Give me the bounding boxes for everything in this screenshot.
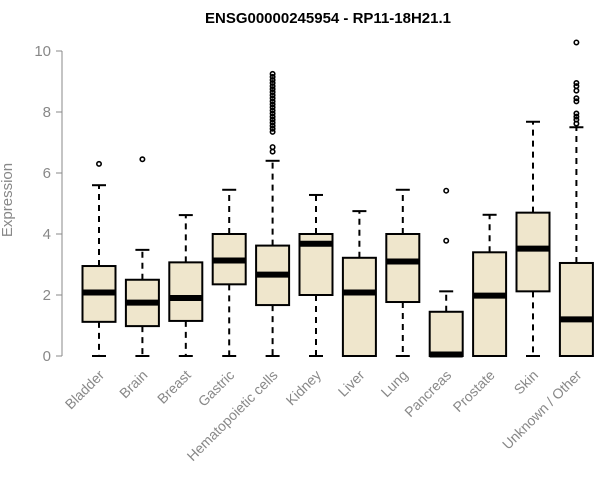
outlier-point — [96, 160, 103, 167]
outlier-point — [139, 156, 146, 163]
y-tick-label: 10 — [34, 43, 51, 60]
box-iqr — [558, 261, 594, 358]
outlier-point — [269, 92, 276, 99]
outlier-point — [269, 122, 276, 129]
box-iqr — [385, 233, 421, 304]
outlier-point — [573, 116, 580, 123]
box-iqr — [168, 261, 204, 322]
outlier-point — [269, 125, 276, 132]
outlier-point — [269, 89, 276, 96]
x-tick-label: Pancreas — [401, 367, 454, 420]
x-tick-label: Unknown / Other — [499, 367, 585, 453]
box-iqr — [515, 211, 551, 293]
x-tick-label: Lung — [378, 367, 411, 400]
y-axis: 0 2 4 6 8 10 — [34, 43, 63, 365]
outlier-point — [269, 70, 276, 77]
outlier-point — [269, 76, 276, 83]
box-bladder — [81, 160, 117, 357]
chart-title: ENSG00000245954 - RP11-18H21.1 — [205, 10, 451, 27]
outlier-point — [443, 187, 450, 194]
x-tick-label: Breast — [154, 367, 194, 407]
box-skin — [515, 120, 551, 357]
box-gastric — [211, 188, 247, 357]
box-pancreas — [428, 187, 464, 358]
y-tick-label: 6 — [43, 165, 51, 182]
box-iqr — [472, 251, 508, 357]
x-tick-label: Liver — [335, 367, 368, 400]
y-tick-label: 8 — [43, 104, 51, 121]
outlier-point — [269, 101, 276, 108]
outlier-point — [573, 87, 580, 94]
box-kidney — [298, 193, 334, 357]
box-liver — [341, 210, 377, 358]
x-tick-label: Bladder — [62, 367, 108, 413]
outlier-point — [269, 148, 276, 155]
y-tick-label: 4 — [43, 226, 51, 243]
outlier-point — [443, 237, 450, 244]
outlier-point — [269, 116, 276, 123]
box-iqr — [341, 256, 377, 358]
outlier-point — [269, 128, 276, 135]
box-iqr — [428, 310, 464, 357]
x-tick-label: Kidney — [283, 367, 325, 409]
y-axis-label: Expression — [0, 163, 16, 237]
outlier-point — [269, 86, 276, 93]
outlier-point — [269, 104, 276, 111]
outlier-point — [269, 83, 276, 90]
outlier-point — [269, 113, 276, 120]
outlier-point — [269, 73, 276, 80]
outlier-point — [573, 95, 580, 102]
outlier-point — [269, 107, 276, 114]
x-tick-label: Prostate — [450, 367, 498, 415]
x-tick-label: Gastric — [195, 367, 238, 410]
outlier-point — [269, 110, 276, 117]
outlier-point — [269, 98, 276, 105]
boxes-group — [81, 39, 594, 358]
outlier-point — [573, 80, 580, 87]
outlier-point — [269, 80, 276, 87]
box-breast — [168, 214, 204, 357]
box-unknown-other — [558, 39, 594, 358]
y-tick-label: 2 — [43, 287, 51, 304]
outlier-point — [573, 39, 580, 46]
x-tick-label: Skin — [511, 367, 542, 398]
outlier-point — [269, 119, 276, 126]
outlier-point — [573, 110, 580, 117]
outlier-point — [269, 95, 276, 102]
outlier-point — [573, 83, 580, 90]
box-lung — [385, 188, 421, 357]
outlier-point — [573, 113, 580, 120]
box-hematopoietic-cells — [255, 70, 291, 357]
outlier-point — [269, 144, 276, 151]
x-tick-label: Brain — [116, 367, 150, 401]
box-brain — [124, 156, 160, 357]
y-tick-label: 0 — [43, 348, 51, 365]
box-prostate — [472, 213, 508, 357]
outlier-point — [573, 98, 580, 105]
